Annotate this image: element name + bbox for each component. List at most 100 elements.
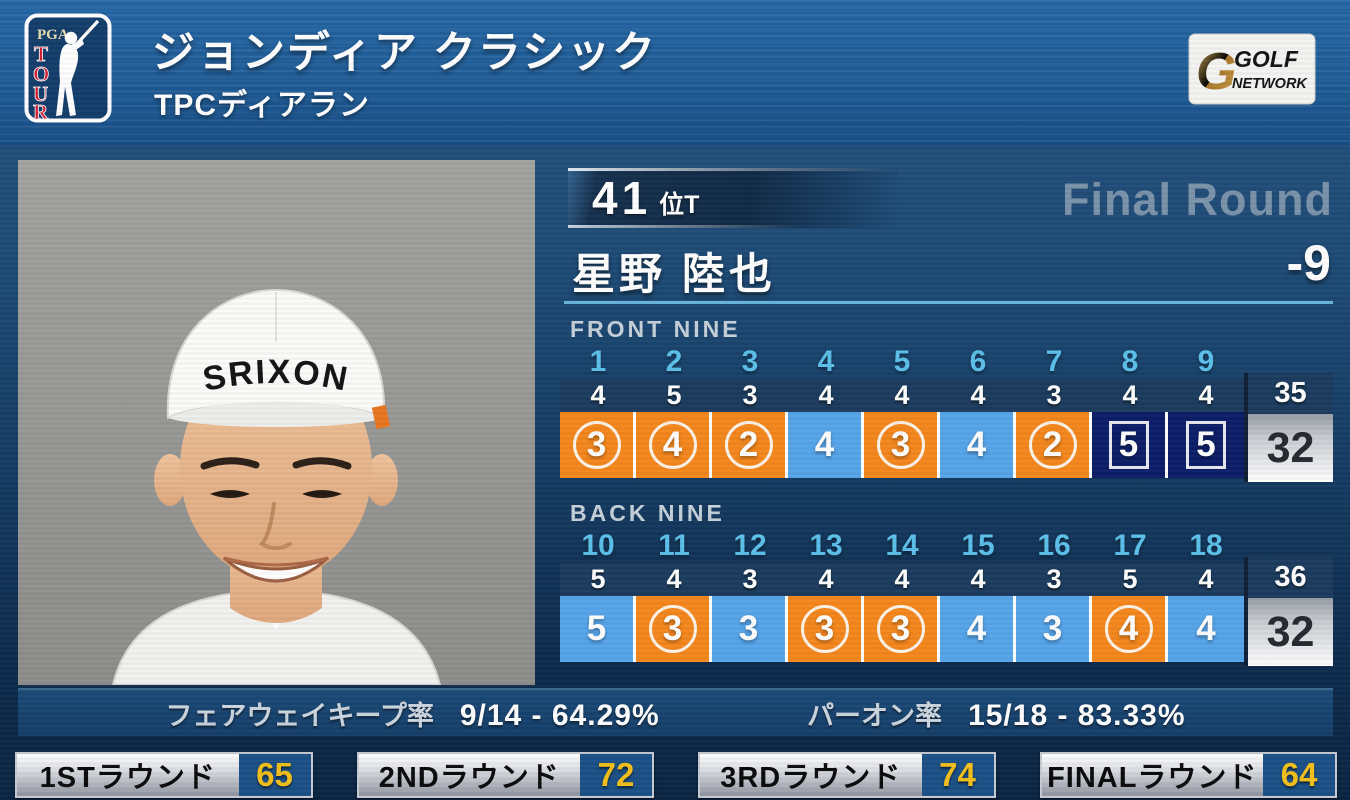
hole-number: 5 bbox=[893, 345, 911, 378]
stats-bar: フェアウェイキープ率 9/14 - 64.29% パーオン率 15/18 - 8… bbox=[18, 688, 1333, 736]
hole-par: 4 bbox=[1198, 564, 1214, 594]
score-cell-birdie: 3 bbox=[864, 412, 940, 478]
svg-text:PGA: PGA bbox=[37, 27, 69, 43]
hole-number: 4 bbox=[817, 345, 835, 378]
gir-stat: パーオン率 15/18 - 83.33% bbox=[807, 694, 1185, 733]
round-bar: 2NDラウンド 72 bbox=[356, 752, 654, 798]
hole-number: 10 bbox=[581, 529, 615, 562]
fairway-value: 9/14 - 64.29% bbox=[459, 698, 660, 732]
hole-number: 16 bbox=[1037, 529, 1071, 562]
score-value: 2 bbox=[724, 421, 773, 469]
divider-line bbox=[564, 301, 1333, 304]
golf-text: GOLF bbox=[1234, 46, 1299, 72]
front-par-row: 4 5 3 4 4 4 3 4 4 bbox=[560, 379, 1244, 412]
fairway-label: フェアウェイキープ率 bbox=[165, 700, 434, 731]
round-score: 72 bbox=[580, 754, 652, 796]
score-value: 4 bbox=[814, 425, 835, 464]
score-cell-birdie: 4 bbox=[1092, 596, 1168, 662]
front-par-total: 35 bbox=[1248, 373, 1333, 414]
rank-suffix: 位T bbox=[659, 191, 700, 219]
fairway-stat: フェアウェイキープ率 9/14 - 64.29% bbox=[165, 694, 659, 733]
hole-par: 4 bbox=[970, 564, 986, 594]
back-score-total: 32 bbox=[1248, 598, 1333, 666]
score-value: 3 bbox=[1042, 609, 1063, 648]
back-par-total: 36 bbox=[1248, 557, 1333, 598]
tournament-title: ジョンディア クラシック bbox=[152, 29, 658, 77]
score-cell-bogey: 5 bbox=[1168, 412, 1244, 478]
score-cell-par: 4 bbox=[940, 596, 1016, 662]
round-label: 1STラウンド bbox=[17, 754, 239, 796]
back-totals-column: 36 32 bbox=[1244, 557, 1333, 666]
score-value: 5 bbox=[586, 609, 607, 648]
hole-number: 6 bbox=[969, 345, 987, 378]
score-value: 4 bbox=[1104, 605, 1153, 653]
player-name-row: 星野 陸也 -9 bbox=[560, 226, 1333, 304]
score-value: 5 bbox=[1108, 421, 1149, 469]
score-cell-birdie: 2 bbox=[1016, 412, 1092, 478]
svg-text:U: U bbox=[33, 82, 48, 106]
score-value: 4 bbox=[966, 425, 987, 464]
header-band: PGA T O U R ジョンディア クラシック TPCディアラン bbox=[0, 0, 1350, 145]
score-value: 3 bbox=[572, 421, 621, 469]
hole-number: 2 bbox=[665, 345, 683, 378]
score-value: 3 bbox=[876, 605, 925, 653]
score-cell-par: 4 bbox=[1168, 596, 1244, 662]
score-cell-bogey: 5 bbox=[1092, 412, 1168, 478]
hole-number: 17 bbox=[1113, 529, 1147, 562]
score-cell-par: 3 bbox=[1016, 596, 1092, 662]
score-cell-par: 5 bbox=[560, 596, 636, 662]
gir-label: パーオン率 bbox=[807, 700, 943, 731]
hole-number: 8 bbox=[1121, 345, 1139, 378]
hole-number: 9 bbox=[1197, 345, 1215, 378]
rank-row: 41 位T Final Round bbox=[560, 160, 1333, 228]
back-par-row: 5 4 3 4 4 4 3 5 4 bbox=[560, 563, 1244, 596]
hole-number: 14 bbox=[885, 529, 919, 562]
hole-number: 13 bbox=[809, 529, 843, 562]
score-cell-par: 4 bbox=[940, 412, 1016, 478]
hole-number: 7 bbox=[1045, 345, 1063, 378]
score-value: 4 bbox=[1196, 609, 1216, 648]
hole-par: 3 bbox=[742, 564, 758, 594]
golf-network-logo-icon: G GOLF NETWORK bbox=[1188, 33, 1316, 105]
golfer-silhouette-icon bbox=[56, 19, 100, 116]
front-score-total: 32 bbox=[1248, 414, 1333, 482]
hole-par: 4 bbox=[818, 380, 834, 410]
back-nine-section: BACK NINE 10 11 12 13 14 15 16 17 18 5 4 3 4 4 4 3 5 4 5… bbox=[560, 500, 1333, 666]
round-score: 65 bbox=[238, 754, 311, 796]
score-cell-birdie: 4 bbox=[636, 412, 712, 478]
score-value: 3 bbox=[876, 421, 925, 469]
svg-text:O: O bbox=[33, 62, 49, 86]
round-score: 64 bbox=[1263, 754, 1335, 796]
score-value: 3 bbox=[738, 609, 759, 648]
front-hole-numbers: 1 2 3 4 5 6 7 8 9 bbox=[560, 345, 1244, 379]
total-score: -9 bbox=[1286, 235, 1331, 291]
score-value: 3 bbox=[800, 605, 849, 653]
round-bar: FINALラウンド 64 bbox=[1039, 752, 1337, 798]
hole-par: 4 bbox=[1122, 380, 1138, 410]
hole-number: 11 bbox=[658, 529, 690, 562]
rank-number: 41 bbox=[592, 172, 652, 224]
back-nine-label: BACK NINE bbox=[570, 500, 725, 526]
network-text: NETWORK bbox=[1232, 76, 1308, 92]
score-value: 3 bbox=[648, 605, 697, 653]
hole-par: 3 bbox=[742, 380, 758, 410]
round-bar: 3RDラウンド 74 bbox=[698, 752, 996, 798]
player-photo: SRIXON bbox=[18, 160, 535, 685]
front-nine-label: FRONT NINE bbox=[570, 316, 741, 342]
hole-par: 4 bbox=[970, 380, 986, 410]
score-cell-birdie: 2 bbox=[712, 412, 788, 478]
round-score: 74 bbox=[921, 754, 994, 796]
score-value: 2 bbox=[1028, 421, 1077, 469]
hole-par: 3 bbox=[1046, 380, 1062, 410]
hole-par: 4 bbox=[1198, 380, 1214, 410]
front-totals-column: 35 32 bbox=[1244, 373, 1333, 482]
round-bar: 1STラウンド 65 bbox=[15, 752, 313, 798]
hole-par: 4 bbox=[894, 380, 910, 410]
hole-number: 15 bbox=[961, 529, 995, 562]
course-name: TPCディアラン bbox=[154, 89, 370, 122]
score-cell-birdie: 3 bbox=[636, 596, 712, 662]
